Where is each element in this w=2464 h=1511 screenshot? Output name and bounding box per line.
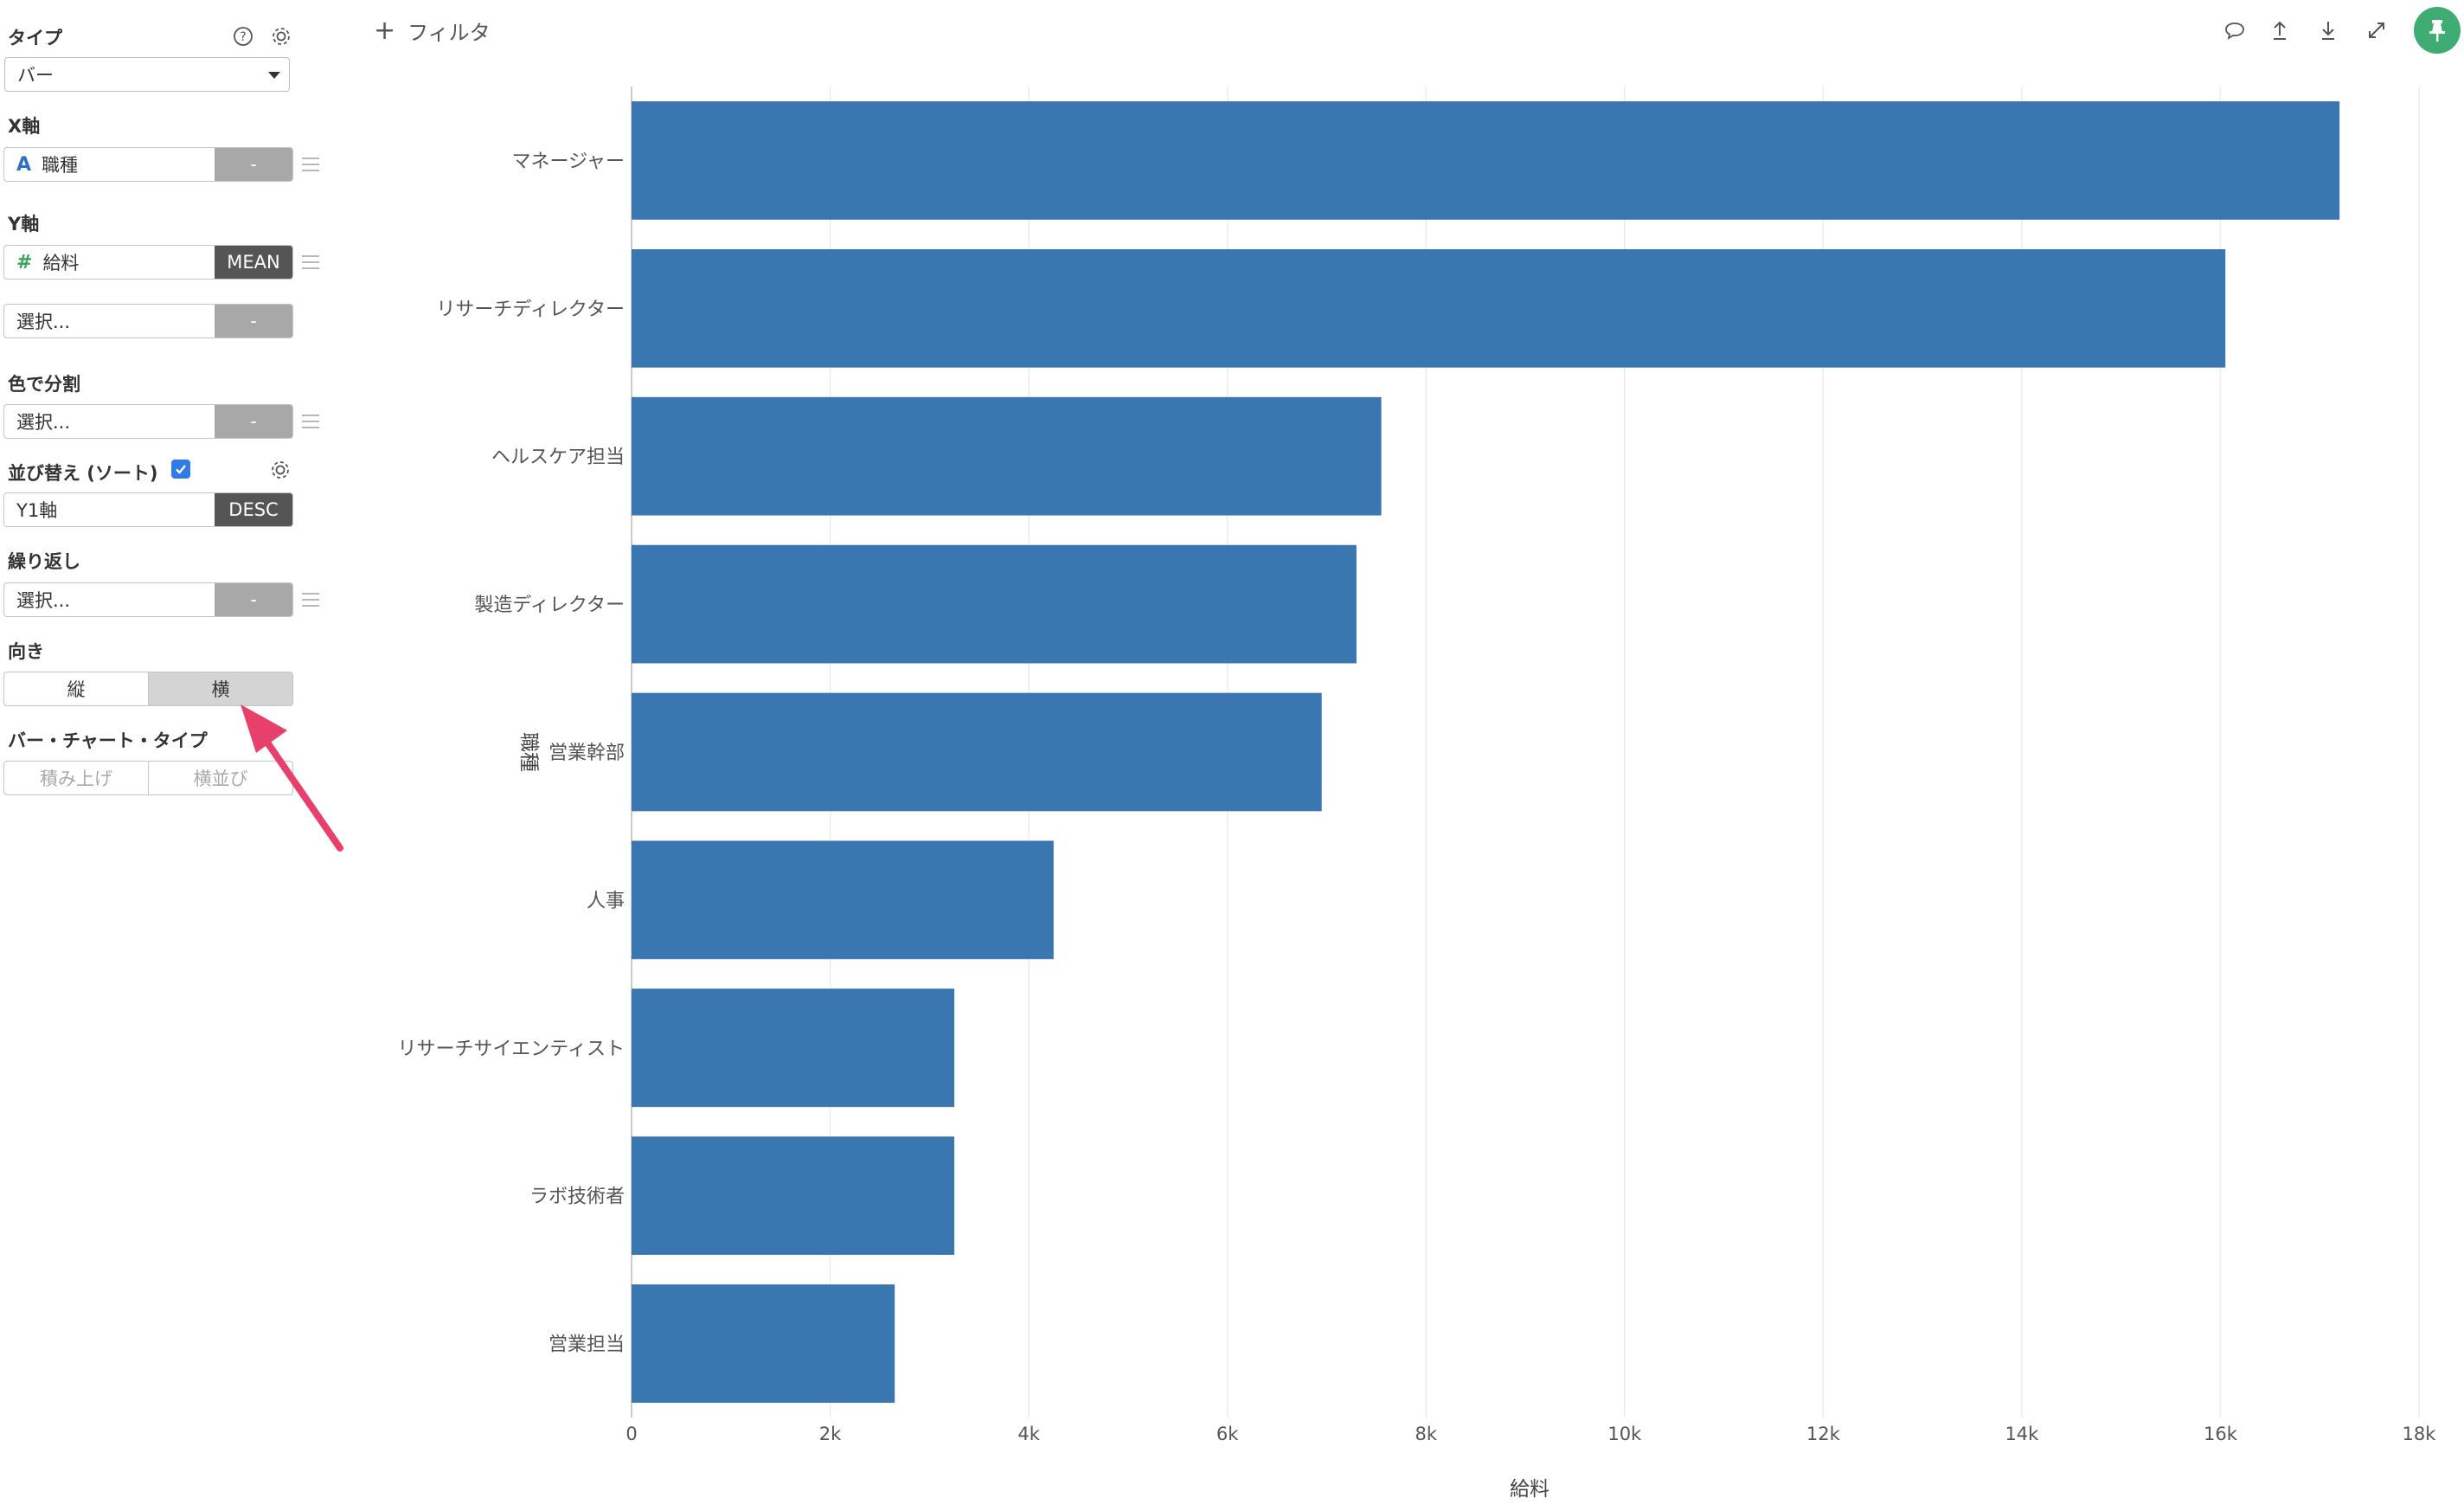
comment-icon[interactable]: [2222, 17, 2248, 43]
filter-label: フィルタ: [407, 21, 491, 45]
x-axis-label: X軸: [8, 116, 41, 137]
color-split-field[interactable]: 選択... -: [3, 404, 293, 439]
chart-settings-sidebar: タイプ ? バー X軸 A 職種 - Y軸 # 給料 MEAN 選択... - …: [0, 0, 346, 1511]
repeat-placeholder: 選択...: [16, 590, 71, 611]
bar[interactable]: [632, 692, 1322, 812]
category-label: リサーチサイエンティスト: [398, 1038, 625, 1060]
category-label: 営業担当: [549, 1334, 625, 1356]
x-tick-label: 4k: [1017, 1424, 1040, 1444]
category-label: 人事: [587, 891, 625, 912]
orientation-label: 向き: [8, 641, 44, 662]
y-axis-second-field-placeholder: 選択...: [16, 312, 71, 332]
x-axis-field-name: 職種: [42, 155, 79, 176]
x-tick-label: 6k: [1216, 1424, 1239, 1444]
x-tick-label: 16k: [2204, 1424, 2238, 1444]
sort-field[interactable]: Y1軸 DESC: [3, 492, 293, 527]
category-label: 製造ディレクター: [474, 595, 625, 616]
svg-text:?: ?: [240, 30, 246, 44]
category-label: リサーチディレクター: [436, 299, 625, 320]
bar[interactable]: [632, 1284, 895, 1403]
bar[interactable]: [632, 248, 2226, 368]
check-icon: [176, 465, 186, 474]
chevron-down-icon: [268, 72, 280, 79]
repeat-label: 繰り返し: [8, 551, 80, 572]
type-label: タイプ: [8, 28, 62, 48]
y-axis-field[interactable]: # 給料 MEAN: [3, 245, 293, 280]
repeat-field[interactable]: 選択... -: [3, 582, 293, 617]
x-tick-label: 2k: [819, 1424, 842, 1444]
x-axis-field[interactable]: A 職種 -: [3, 147, 293, 182]
bar[interactable]: [632, 544, 1357, 664]
y-axis-second-field[interactable]: 選択... -: [3, 304, 293, 338]
plus-icon: +: [374, 15, 396, 46]
bar[interactable]: [632, 1136, 955, 1256]
x-tick-label: 8k: [1415, 1424, 1437, 1444]
sort-label: 並び替え (ソート): [8, 463, 158, 484]
y-axis-field-name: 給料: [42, 253, 80, 273]
bar-type-side-by-side-button[interactable]: 横並び: [148, 762, 292, 794]
category-label: 営業幹部: [549, 743, 625, 764]
category-label: ヘルスケア担当: [491, 447, 625, 468]
category-label: ラボ技術者: [529, 1186, 625, 1208]
repeat-menu-icon[interactable]: [302, 593, 319, 607]
x-tick-label: 10k: [1607, 1424, 1642, 1444]
y-axis-title: 職種: [517, 732, 540, 772]
orientation-horizontal-button[interactable]: 横: [148, 672, 292, 705]
sort-checkbox[interactable]: [171, 460, 190, 479]
sort-settings-gear-icon[interactable]: [267, 457, 293, 483]
category-label: マネージャー: [512, 151, 625, 172]
color-split-placeholder: 選択...: [16, 412, 71, 433]
orientation-vertical-button[interactable]: 縦: [67, 679, 86, 700]
type-settings-gear-icon[interactable]: [268, 23, 294, 49]
pin-icon: [2429, 20, 2445, 42]
sort-order-button[interactable]: DESC: [215, 493, 292, 526]
orientation-toggle: 縦 横: [3, 672, 293, 706]
category-labels: マネージャーリサーチディレクターヘルスケア担当製造ディレクター営業幹部人事リサー…: [398, 151, 625, 1355]
y-axis-label: Y軸: [8, 214, 40, 235]
y-axis-second-aggregation-button[interactable]: -: [215, 305, 292, 338]
chart-type-select[interactable]: バー: [4, 57, 290, 92]
x-tick-label: 18k: [2403, 1424, 2437, 1444]
bar[interactable]: [632, 840, 1054, 960]
color-split-aggregation-button[interactable]: -: [215, 405, 292, 438]
color-split-menu-icon[interactable]: [302, 415, 319, 428]
x-axis-title: 給料: [1510, 1478, 1550, 1501]
repeat-aggregation-button[interactable]: -: [215, 583, 292, 616]
x-tick-label: 14k: [2005, 1424, 2039, 1444]
y-axis-menu-icon[interactable]: [302, 255, 319, 269]
bars: [632, 101, 2340, 1403]
text-type-icon: A: [16, 153, 32, 176]
y-axis-aggregation-button[interactable]: MEAN: [215, 246, 292, 279]
annotation-arrow-icon: [241, 704, 343, 852]
expand-icon[interactable]: [2364, 17, 2390, 43]
bar-chart-type-label: バー・チャート・タイプ: [8, 730, 208, 751]
bar[interactable]: [632, 988, 955, 1108]
x-tick-labels: 0 2k 4k 6k 8k 10k 12k 14k 16k 18k: [626, 1424, 2436, 1444]
x-axis-aggregation-button[interactable]: -: [215, 148, 292, 181]
bar[interactable]: [632, 396, 1382, 516]
question-circle-icon[interactable]: ?: [230, 23, 256, 49]
download-icon[interactable]: [2315, 17, 2341, 43]
add-filter-button[interactable]: + フィルタ: [374, 16, 491, 46]
bar[interactable]: [632, 101, 2340, 220]
color-split-label: 色で分割: [8, 374, 80, 395]
number-type-icon: #: [16, 251, 33, 273]
bar-chart-type-toggle: 積み上げ 横並び: [3, 761, 293, 795]
sort-field-name: Y1軸: [16, 500, 58, 521]
x-tick-label: 0: [626, 1424, 637, 1444]
x-tick-label: 12k: [1806, 1424, 1841, 1444]
chart-type-value: バー: [17, 65, 54, 86]
pin-button[interactable]: [2414, 7, 2461, 54]
bar-type-stacked-button[interactable]: 積み上げ: [40, 768, 112, 789]
x-axis-menu-icon[interactable]: [302, 158, 319, 171]
upload-icon[interactable]: [2267, 17, 2293, 43]
